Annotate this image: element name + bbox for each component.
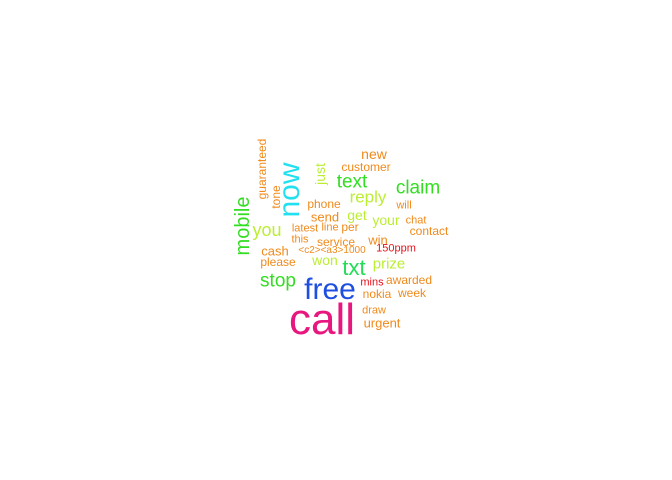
word-9: prize [372,255,406,273]
word-8: reply [349,187,387,207]
word-28: service [316,235,356,249]
word-36: nokia [362,287,392,301]
word-37: week [397,286,427,300]
word-13: won [312,252,338,268]
word-4: mobile [232,196,254,256]
word-34: awarded [385,273,433,287]
word-14: your [372,212,400,228]
word-33: please [260,255,296,269]
word-30: cash [261,243,289,259]
word-24: line [321,221,339,234]
word-0: call [288,295,356,344]
word-39: urgent [363,315,401,331]
word-27: this [291,233,309,246]
word-5: claim [395,177,441,199]
word-26: contact [409,224,449,238]
word-10: you [252,220,282,240]
word-3: txt [342,255,366,280]
word-22: chat [405,214,427,227]
word-6: text [336,171,368,193]
word-35: mins [360,276,384,289]
word-38: draw [362,304,386,317]
word-25: per [341,220,359,234]
word-18: tone [269,185,283,209]
word-29: win [368,232,388,248]
word-7: stop [260,270,296,292]
word-15: new [361,146,387,162]
word-19: phone [307,197,341,211]
word-32: 150ppm [376,242,416,255]
word-21: send [310,209,340,225]
word-1: free [304,273,356,306]
word-17: guaranteed [255,138,269,200]
word-23: latest [291,222,319,235]
word-11: just [312,163,328,185]
word-31: <c2><a3>1000 [298,245,366,256]
word-12: get [347,207,367,223]
word-20: will [396,199,412,212]
word-16: customer [341,160,391,174]
